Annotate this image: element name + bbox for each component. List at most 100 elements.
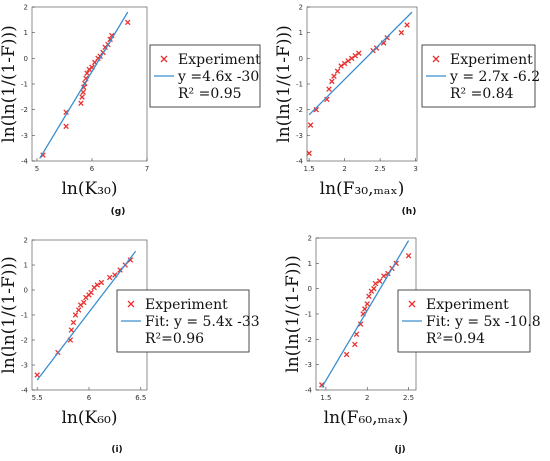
x-axis-label: ln(F₆₀,ₘₐₓ) [324, 408, 409, 428]
fit-line [39, 11, 129, 159]
y-tick-label: 1 [24, 29, 28, 37]
caption: (j) [394, 445, 405, 455]
marker-x [404, 22, 410, 28]
legend-label: Experiment [450, 52, 533, 68]
y-tick-label: -4 [296, 158, 304, 166]
marker-x [84, 70, 90, 76]
legend-label: Experiment [178, 52, 261, 68]
marker-x [338, 63, 344, 69]
y-tick-label: 1 [299, 29, 303, 37]
marker-x [398, 29, 405, 36]
marker-x [352, 341, 358, 348]
caption: (i) [111, 445, 122, 455]
r2-label: R²=0.94 [426, 331, 485, 347]
marker-x [364, 301, 370, 307]
marker-x [63, 109, 69, 115]
y-axis-label: ln(ln(1/(1-F))) [0, 25, 19, 142]
marker-x [381, 273, 387, 279]
marker-x [343, 351, 350, 358]
marker-x [366, 293, 372, 300]
y-tick-label: -2 [296, 106, 303, 114]
x-tick-label: 1.5 [320, 394, 331, 402]
marker-x [313, 106, 319, 113]
x-tick-label: 1.5 [304, 165, 315, 173]
y-tick-label: 2 [308, 235, 312, 243]
y-tick-label: 0 [308, 285, 312, 293]
x-tick-label: 6.5 [135, 394, 146, 402]
marker-x [34, 372, 40, 378]
x-tick-label: 2.5 [375, 165, 386, 173]
marker-x [63, 123, 69, 130]
marker-x [372, 280, 379, 287]
x-tick-label: 2 [342, 165, 346, 173]
y-tick-label: -4 [305, 387, 313, 395]
marker-x [357, 321, 364, 327]
marker-x [306, 150, 312, 157]
y-tick-label: -1 [296, 81, 303, 89]
marker-x [127, 257, 134, 263]
y-tick-label: 0 [24, 55, 28, 63]
y-tick-label: 2 [299, 4, 303, 12]
marker-x [80, 89, 86, 95]
marker-x [345, 58, 351, 64]
x-tick-label: 7 [145, 165, 149, 173]
x-tick-label: 2.5 [403, 394, 414, 402]
y-tick-label: -3 [296, 132, 303, 140]
y-axis-label: ln(ln(1/(1-F))) [0, 256, 19, 373]
marker-x [352, 53, 359, 59]
x-tick-label: 6 [87, 394, 92, 402]
marker-x [371, 285, 377, 292]
marker-x [307, 122, 314, 128]
r2-label: R²=0.96 [145, 331, 204, 347]
y-tick-label: -1 [21, 81, 28, 89]
legend-marker [408, 300, 416, 308]
marker-x [362, 306, 368, 312]
marker-x [329, 78, 335, 85]
legend-label: Fit: y = 5x -10.8 [426, 314, 541, 330]
marker-x [98, 279, 105, 286]
legend-marker [127, 300, 135, 308]
marker-x [326, 86, 332, 92]
x-axis-label: ln(F₃₀,ₘₐₓ) [320, 179, 405, 199]
y-tick-label: -2 [21, 106, 28, 114]
x-tick-label: 2 [365, 394, 369, 402]
x-tick-label: 5.5 [32, 394, 43, 402]
y-tick-label: 2 [24, 237, 28, 245]
y-axis-label: ln(ln(1/(1-F))) [283, 255, 303, 372]
x-axis-label: ln(K₃₀) [62, 179, 118, 199]
marker-x [331, 73, 337, 80]
y-tick-label: -1 [21, 312, 28, 320]
legend-label: Experiment [145, 297, 228, 313]
marker-x [356, 50, 362, 56]
y-tick-label: -3 [21, 132, 28, 140]
x-tick-label: 6 [90, 165, 95, 173]
x-tick-label: 3 [413, 165, 417, 173]
marker-x [124, 19, 131, 26]
y-tick-label: -4 [21, 158, 29, 166]
y-axis-label: ln(ln(1/(1-F))) [274, 25, 294, 142]
y-tick-label: -2 [305, 336, 312, 344]
y-tick-label: 1 [308, 260, 312, 268]
marker-x [117, 267, 123, 273]
marker-x [79, 94, 85, 100]
y-tick-label: 0 [24, 287, 28, 295]
r2-label: R² =0.84 [450, 86, 514, 102]
y-tick-label: -4 [21, 387, 29, 395]
marker-x [81, 299, 87, 306]
fit-line [36, 250, 137, 381]
y-tick-label: 2 [24, 4, 28, 12]
x-axis-label: ln(K₆₀) [62, 408, 118, 428]
marker-x [68, 327, 75, 333]
plot-area [31, 6, 148, 162]
caption: (g) [111, 207, 126, 217]
y-tick-label: -1 [305, 311, 312, 319]
legend-marker [432, 55, 440, 63]
marker-x [94, 282, 101, 288]
plot-area [306, 6, 418, 162]
marker-x [78, 100, 84, 107]
legend-label: y =4.6x -30 [177, 69, 259, 85]
legend-label: Experiment [426, 297, 509, 313]
y-tick-label: -3 [305, 361, 312, 369]
marker-x [70, 319, 77, 326]
